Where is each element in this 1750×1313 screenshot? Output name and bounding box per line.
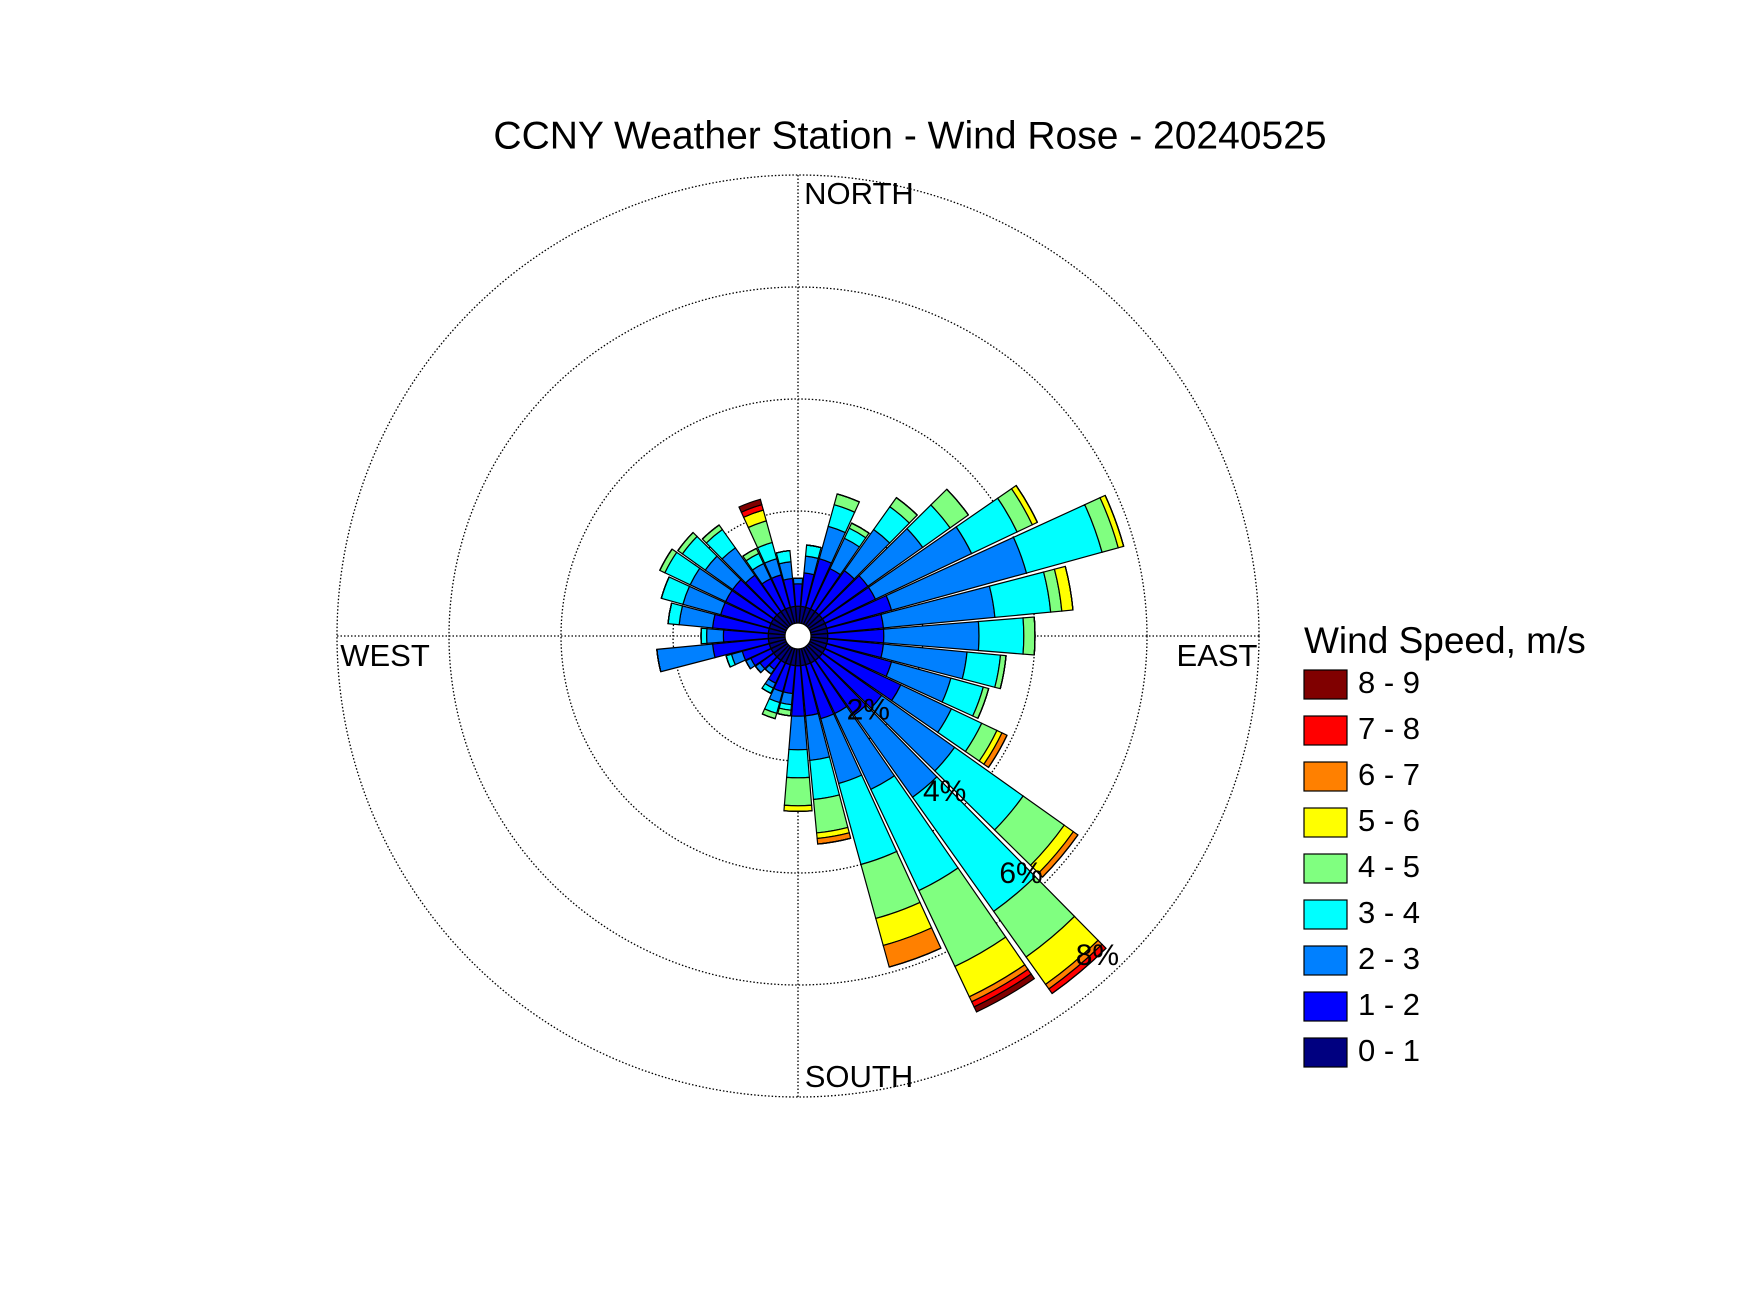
wind-segment (812, 794, 849, 834)
legend-swatch (1303, 761, 1348, 792)
wind-segment (783, 810, 813, 812)
wind-segment (656, 643, 716, 673)
wind-segment (656, 649, 662, 672)
legend-label: 5 - 6 (1358, 803, 1420, 838)
legend-label: 7 - 8 (1358, 711, 1420, 746)
legend-swatch (1303, 669, 1348, 700)
wind-segment (946, 488, 969, 516)
wind-segment (1064, 566, 1074, 611)
axis-labels: 2% 4% 6% 8% NORTH SOUTH WEST EAST (340, 176, 1257, 1094)
legend-label: 2 - 3 (1358, 941, 1420, 976)
wind-segment (806, 544, 822, 549)
wind-segment (1015, 485, 1038, 523)
legend-swatch (1303, 853, 1348, 884)
wind-segment (973, 973, 1036, 1013)
wind-segment (817, 837, 851, 845)
wind-segment (659, 548, 673, 571)
r-tick-label: 4% (923, 775, 966, 808)
legend-swatch (1303, 807, 1348, 838)
wind-segment (851, 522, 870, 534)
wind-segment (785, 748, 811, 779)
wind-segment (761, 687, 772, 694)
wind-segment (977, 617, 1025, 655)
legend-swatch (1303, 715, 1348, 746)
wind-segment (987, 734, 1008, 768)
wind-segment (738, 498, 763, 513)
wind-segment (889, 947, 942, 968)
wind-segment (705, 628, 725, 644)
direction-label: NORTH (804, 176, 914, 211)
wind-segment (792, 577, 804, 585)
legend-swatch (1303, 899, 1348, 930)
legend-swatch (1303, 1037, 1348, 1068)
legend-swatch (1303, 945, 1348, 976)
r-tick-label: 6% (999, 857, 1042, 890)
direction-label: WEST (340, 638, 430, 673)
wind-segment (701, 524, 720, 540)
legend-label: 6 - 7 (1358, 757, 1420, 792)
direction-label: EAST (1177, 638, 1258, 673)
legend-label: 1 - 2 (1358, 987, 1420, 1022)
wind-segment (667, 602, 673, 624)
wind-bars (656, 484, 1125, 1013)
legend-label: 0 - 1 (1358, 1033, 1420, 1068)
wind-segment (1042, 834, 1079, 878)
legend: 8 - 9 7 - 8 6 - 7 5 - 6 4 - 5 3 - 4 2 - 3 1 - 2… (1303, 665, 1420, 1068)
legend-label: 8 - 9 (1358, 665, 1420, 700)
r-tick-label: 8% (1076, 939, 1119, 972)
chart-title: CCNY Weather Station - Wind Rose - 20240… (493, 114, 1326, 157)
legend-swatch (1303, 991, 1348, 1022)
legend-label: 3 - 4 (1358, 895, 1420, 930)
legend-label: 4 - 5 (1358, 849, 1420, 884)
wind-segment (700, 627, 708, 645)
wind-segment (977, 688, 990, 719)
wind-segment (677, 532, 694, 551)
wind-segment (1104, 495, 1125, 547)
center-hole (784, 622, 812, 650)
wind-segment (1022, 616, 1036, 656)
wind-segment (783, 776, 813, 807)
r-tick-label: 2% (847, 693, 890, 726)
wind-segment (742, 547, 757, 557)
direction-label: SOUTH (805, 1059, 914, 1094)
wind-segment (961, 651, 1002, 689)
wind-segment (1033, 616, 1036, 656)
wind-segment (788, 715, 808, 751)
legend-title: Wind Speed, m/s (1304, 620, 1586, 661)
wind-segment (999, 655, 1007, 689)
wind-segment (783, 804, 813, 812)
